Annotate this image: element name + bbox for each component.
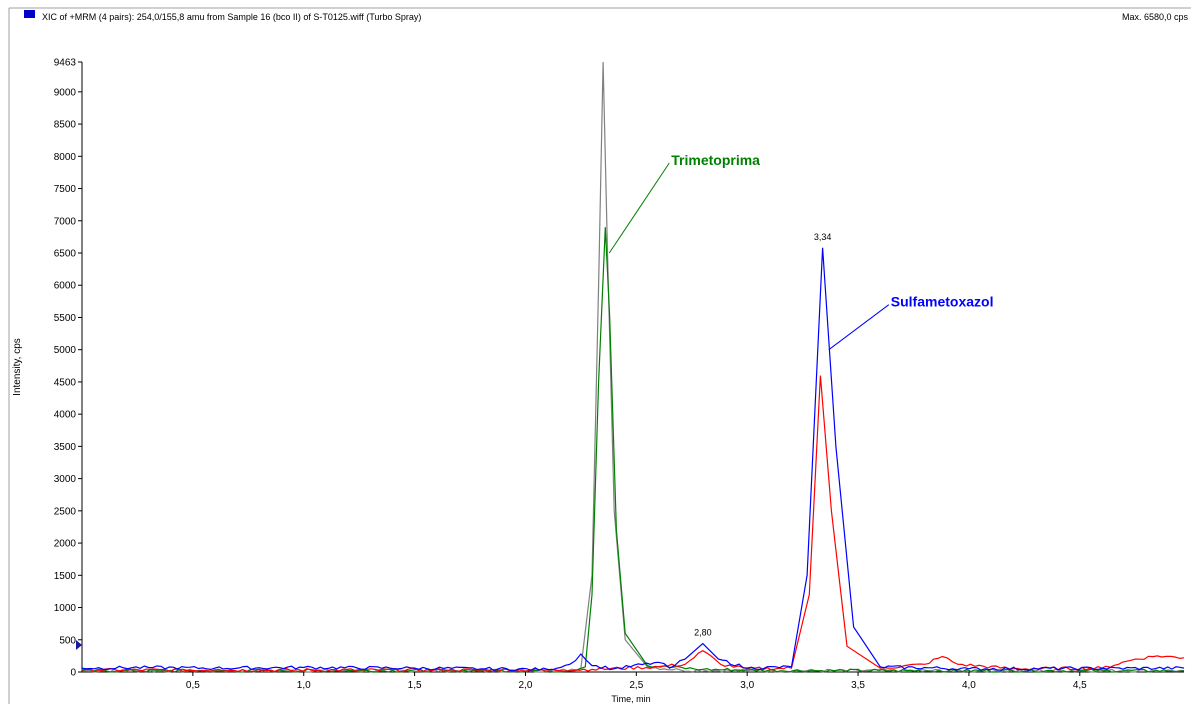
x-tick-label: 1,5 (408, 680, 422, 691)
annotation-label: Trimetoprima (671, 152, 760, 168)
x-axis-label: Time, min (611, 694, 650, 704)
y-tick-label: 3500 (54, 442, 77, 453)
x-tick-label: 1,0 (297, 680, 311, 691)
y-tick-label: 8000 (54, 152, 77, 163)
x-tick-label: 2,5 (629, 680, 643, 691)
peak-label: 3,34 (814, 232, 832, 242)
y-tick-label: 1000 (54, 603, 77, 614)
y-tick-label: 5500 (54, 313, 77, 324)
y-axis-ticks: 0 500 1000 1500 2000 2500 3000 3500 4000 4500 5000… (54, 58, 82, 679)
y-tick-label: 2000 (54, 539, 77, 550)
y-tick-label: 1500 (54, 571, 77, 582)
y-tick-label: 7500 (54, 184, 77, 195)
peak-label: 2,80 (694, 628, 712, 638)
x-tick-label: 0,5 (186, 680, 200, 691)
x-tick-label: 2,0 (519, 680, 533, 691)
y-tick-label: 500 (59, 635, 76, 646)
y-tick-label: 6000 (54, 281, 77, 292)
y-tick-label: 8500 (54, 120, 77, 131)
y-tick-label: 4500 (54, 377, 77, 388)
series-line (81, 247, 1185, 672)
chart-title: XIC of +MRM (4 pairs): 254,0/155,8 amu f… (42, 12, 421, 22)
series-marker-icon[interactable] (24, 10, 35, 18)
y-tick-label: 2500 (54, 506, 77, 517)
y-tick-label: 3000 (54, 474, 77, 485)
y-tick-label: 7000 (54, 216, 77, 227)
annotation-layer: 3,34 2,80 Trimetoprima Sulfametoxazol (608, 152, 994, 638)
annotation-leader (608, 162, 670, 254)
x-tick-label: 4,0 (962, 680, 976, 691)
x-tick-label: 3,0 (740, 680, 754, 691)
x-tick-label: 3,5 (851, 680, 865, 691)
series-line (81, 227, 1185, 673)
annotation-label: Sulfametoxazol (891, 294, 994, 310)
x-axis-ticks: 0,5 1,0 1,5 2,0 2,5 3,0 3,5 4,0 4,5 (186, 672, 1087, 691)
baseline-marker-icon[interactable] (76, 640, 82, 650)
x-tick-label: 4,5 (1073, 680, 1087, 691)
max-intensity-label: Max. 6580,0 cps (1122, 12, 1189, 22)
y-tick-label: 5000 (54, 345, 77, 356)
y-tick-label: 0 (70, 668, 76, 679)
annotation-leader (828, 304, 890, 351)
y-tick-label: 9000 (54, 87, 77, 98)
y-tick-label: 6500 (54, 248, 77, 259)
y-tick-label: 4000 (54, 410, 77, 421)
series-layer (81, 61, 1185, 673)
y-axis-label: Intensity, cps (12, 338, 23, 396)
y-tick-label: 9463 (54, 58, 77, 69)
